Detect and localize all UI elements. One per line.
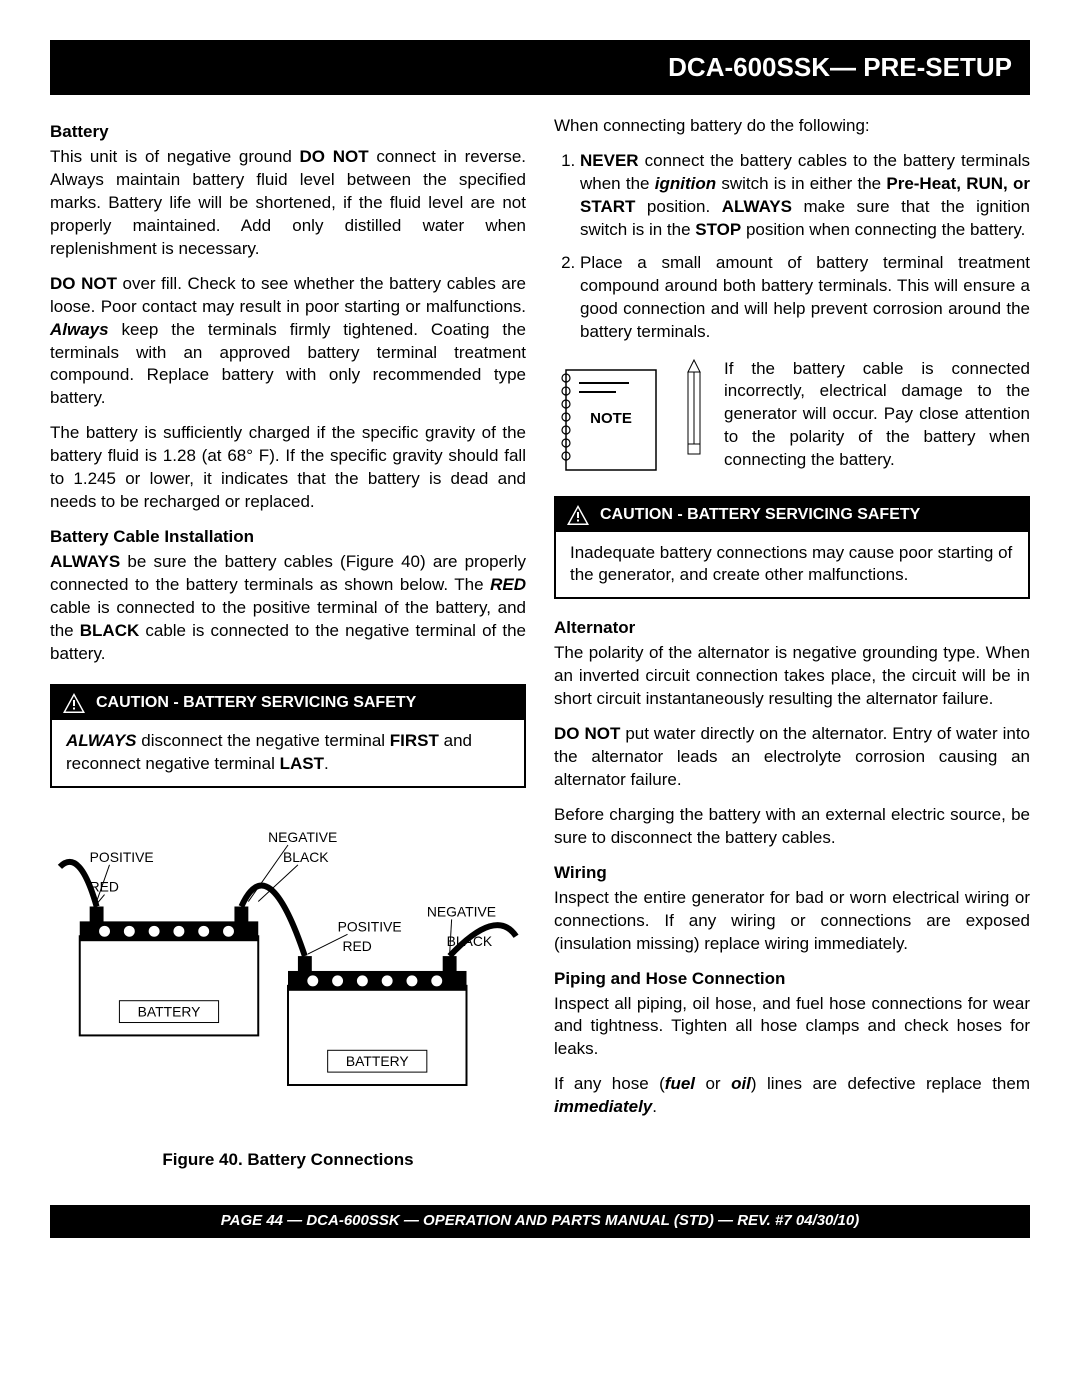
diagram-label-positive-1: POSITIVE: [90, 848, 154, 864]
caution-body-1: ALWAYS disconnect the negative terminal …: [52, 720, 524, 786]
cable-para: ALWAYS be sure the battery cables (Figur…: [50, 551, 526, 666]
piping-heading: Piping and Hose Connection: [554, 968, 1030, 991]
wiring-heading: Wiring: [554, 862, 1030, 885]
alternator-heading: Alternator: [554, 617, 1030, 640]
note-text: If the battery cable is connected incorr…: [724, 358, 1030, 473]
text-bold: BLACK: [80, 621, 140, 640]
note-block: NOTE If the battery cable is connected i…: [554, 358, 1030, 478]
caution-title: CAUTION - BATTERY SERVICING SAFETY: [600, 504, 920, 526]
text-bold: DO NOT: [300, 147, 369, 166]
step-2: Place a small amount of battery terminal…: [580, 252, 1030, 344]
battery-para-3: The battery is sufficiently charged if t…: [50, 422, 526, 514]
piping-p2: If any hose (fuel or oil) lines are defe…: [554, 1073, 1030, 1119]
text-bolditalic: fuel: [665, 1074, 695, 1093]
step-1: NEVER connect the battery cables to the …: [580, 150, 1030, 242]
caution-header-2: CAUTION - BATTERY SERVICING SAFETY: [556, 498, 1028, 532]
notepad-icon: NOTE: [554, 358, 664, 478]
right-column: When connecting battery do the following…: [554, 115, 1030, 1181]
diagram-label-red-2: RED: [343, 938, 372, 954]
content-columns: Battery This unit is of negative ground …: [50, 115, 1030, 1181]
caution-title: CAUTION - BATTERY SERVICING SAFETY: [96, 692, 416, 714]
caution-box-1: CAUTION - BATTERY SERVICING SAFETY ALWAY…: [50, 684, 526, 788]
warning-icon: [566, 504, 590, 526]
caution-header-1: CAUTION - BATTERY SERVICING SAFETY: [52, 686, 524, 720]
text: keep the terminals firmly tightened. Coa…: [50, 320, 526, 408]
diagram-label-battery2: BATTERY: [346, 1053, 409, 1069]
note-label: NOTE: [590, 410, 632, 427]
diagram-label-black-1: BLACK: [283, 848, 329, 864]
text-bolditalic: RED: [490, 575, 526, 594]
text-bold: LAST: [280, 754, 324, 773]
text-bold: ALWAYS: [50, 552, 120, 571]
text-bolditalic: ALWAYS: [66, 731, 137, 750]
caution-box-2: CAUTION - BATTERY SERVICING SAFETY Inade…: [554, 496, 1030, 600]
text: position.: [635, 197, 721, 216]
text: be sure the battery cables (Figure 40) a…: [50, 552, 526, 594]
battery-heading: Battery: [50, 121, 526, 144]
text-bolditalic: immediately: [554, 1097, 652, 1116]
battery-para-1: This unit is of negative ground DO NOT c…: [50, 146, 526, 261]
left-column: Battery This unit is of negative ground …: [50, 115, 526, 1181]
diagram-label-red-1: RED: [90, 878, 119, 894]
text: or: [695, 1074, 731, 1093]
text: ) lines are defective replace them: [751, 1074, 1030, 1093]
page-footer: PAGE 44 — DCA-600SSK — OPERATION AND PAR…: [50, 1205, 1030, 1237]
diagram-label-positive-2: POSITIVE: [338, 918, 402, 934]
caution-body-2: Inadequate battery connections may cause…: [556, 532, 1028, 598]
text-bolditalic: ignition: [655, 174, 716, 193]
text-bold: ALWAYS: [722, 197, 792, 216]
text: put water directly on the alternator. En…: [554, 724, 1030, 789]
diagram-label-negative-1: NEGATIVE: [268, 829, 337, 845]
cable-heading: Battery Cable Installation: [50, 526, 526, 549]
diagram-label-negative-2: NEGATIVE: [427, 903, 496, 919]
pencil-icon: [678, 358, 710, 458]
diagram-label-battery1: BATTERY: [138, 1003, 201, 1019]
page-title-bar: DCA-600SSK— PRE-SETUP: [50, 40, 1030, 95]
battery-connections-figure: BATTERY BATTERY POSITIVE RED NEGATIVE BL…: [50, 806, 526, 1126]
connection-steps: NEVER connect the battery cables to the …: [554, 150, 1030, 344]
figure-caption: Figure 40. Battery Connections: [50, 1149, 526, 1172]
text-bold: DO NOT: [50, 274, 117, 293]
text: disconnect the negative terminal: [137, 731, 390, 750]
text: position when connecting the battery.: [741, 220, 1025, 239]
wiring-p: Inspect the entire generator for bad or …: [554, 887, 1030, 956]
text: .: [324, 754, 329, 773]
alternator-p1: The polarity of the alternator is negati…: [554, 642, 1030, 711]
alternator-p2: DO NOT put water directly on the alterna…: [554, 723, 1030, 792]
text-bold: DO NOT: [554, 724, 620, 743]
warning-icon: [62, 692, 86, 714]
text: over fill. Check to see whether the batt…: [50, 274, 526, 316]
text-bold: NEVER: [580, 151, 639, 170]
text: If any hose (: [554, 1074, 665, 1093]
piping-p1: Inspect all piping, oil hose, and fuel h…: [554, 993, 1030, 1062]
text-bold: STOP: [695, 220, 741, 239]
diagram-label-black-2: BLACK: [447, 933, 493, 949]
text-bolditalic: oil: [731, 1074, 751, 1093]
alternator-p3: Before charging the battery with an exte…: [554, 804, 1030, 850]
text: switch is in either the: [716, 174, 886, 193]
text: .: [652, 1097, 657, 1116]
text: This unit is of negative ground: [50, 147, 300, 166]
text-bold: FIRST: [390, 731, 439, 750]
battery-para-2: DO NOT over fill. Check to see whether t…: [50, 273, 526, 411]
right-intro: When connecting battery do the following…: [554, 115, 1030, 138]
text-bolditalic: Always: [50, 320, 109, 339]
